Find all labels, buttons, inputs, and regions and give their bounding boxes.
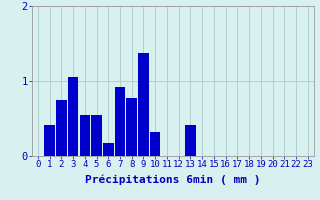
- Bar: [138, 53, 149, 156]
- Bar: [150, 132, 161, 156]
- Bar: [115, 87, 125, 156]
- Bar: [185, 124, 196, 156]
- X-axis label: Précipitations 6min ( mm ): Précipitations 6min ( mm ): [85, 175, 260, 185]
- Bar: [44, 124, 55, 156]
- Bar: [80, 115, 90, 156]
- Bar: [91, 115, 102, 156]
- Bar: [56, 100, 67, 156]
- Bar: [126, 98, 137, 156]
- Bar: [103, 142, 114, 156]
- Bar: [68, 77, 78, 156]
